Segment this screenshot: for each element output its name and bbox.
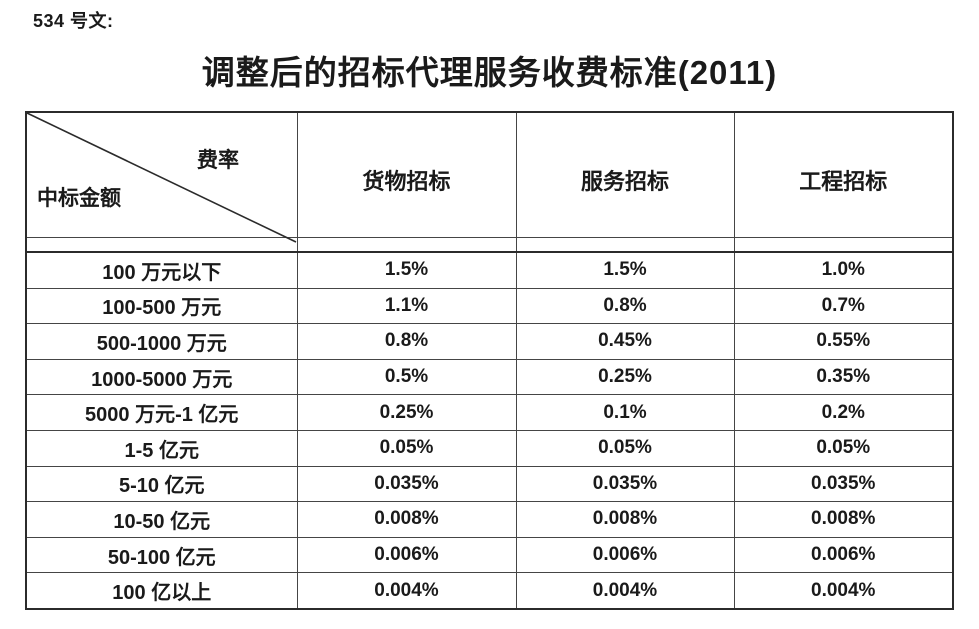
fee-value-cell: 0.5% bbox=[296, 358, 517, 396]
fee-value-cell: 0.035% bbox=[296, 465, 517, 503]
fee-value-cell: 1.5% bbox=[296, 251, 517, 289]
fee-value-cell: 0.35% bbox=[733, 358, 954, 396]
fee-value-cell: 0.25% bbox=[296, 394, 517, 431]
amount-range-cell: 10-50 亿元 bbox=[25, 501, 298, 538]
fee-value-cell: 0.004% bbox=[515, 572, 735, 610]
table-header-row: 货物招标 服务招标 工程招标 bbox=[25, 111, 954, 238]
column-header-goods-bidding: 货物招标 bbox=[296, 111, 517, 238]
column-header-works-bidding: 工程招标 bbox=[733, 111, 954, 238]
spacer-cell bbox=[515, 237, 735, 253]
table-row: 10-50 亿元 0.008% 0.008% 0.008% bbox=[25, 501, 954, 538]
fee-value-cell: 0.008% bbox=[296, 501, 517, 538]
fee-value-cell: 1.0% bbox=[733, 251, 954, 289]
fee-value-cell: 0.25% bbox=[515, 358, 735, 396]
amount-range-cell: 500-1000 万元 bbox=[25, 323, 298, 360]
fee-value-cell: 0.008% bbox=[733, 501, 954, 538]
table-row: 50-100 亿元 0.006% 0.006% 0.006% bbox=[25, 536, 954, 574]
column-header-service-bidding: 服务招标 bbox=[515, 111, 735, 238]
table-row: 5000 万元-1 亿元 0.25% 0.1% 0.2% bbox=[25, 394, 954, 431]
amount-range-cell: 1000-5000 万元 bbox=[25, 358, 298, 396]
fee-value-cell: 0.006% bbox=[515, 536, 735, 574]
fee-value-cell: 0.008% bbox=[515, 501, 735, 538]
fee-value-cell: 0.2% bbox=[733, 394, 954, 431]
table-row: 5-10 亿元 0.035% 0.035% 0.035% bbox=[25, 465, 954, 503]
fee-table-wrapper: 货物招标 服务招标 工程招标 100 万元以下 1.5% 1.5% 1.0% bbox=[25, 111, 954, 610]
page-title: 调整后的招标代理服务收费标准(2011) bbox=[201, 54, 778, 91]
amount-range-cell: 5-10 亿元 bbox=[25, 465, 298, 503]
table-row: 100-500 万元 1.1% 0.8% 0.7% bbox=[25, 287, 954, 325]
fee-value-cell: 0.05% bbox=[733, 429, 954, 467]
spacer-cell bbox=[733, 237, 954, 253]
fee-value-cell: 0.006% bbox=[296, 536, 517, 574]
table-row: 1-5 亿元 0.05% 0.05% 0.05% bbox=[25, 429, 954, 467]
spacer-cell bbox=[25, 237, 298, 253]
amount-range-cell: 1-5 亿元 bbox=[25, 429, 298, 467]
fee-value-cell: 1.5% bbox=[515, 251, 735, 289]
corner-header-cell bbox=[25, 111, 298, 238]
table-row: 500-1000 万元 0.8% 0.45% 0.55% bbox=[25, 323, 954, 360]
doc-number-label: 534 号文: bbox=[33, 11, 114, 31]
fee-value-cell: 0.035% bbox=[733, 465, 954, 503]
amount-range-cell: 50-100 亿元 bbox=[25, 536, 298, 574]
fee-value-cell: 0.035% bbox=[515, 465, 735, 503]
fee-value-cell: 0.006% bbox=[733, 536, 954, 574]
fee-value-cell: 0.1% bbox=[515, 394, 735, 431]
table-row: 100 亿以上 0.004% 0.004% 0.004% bbox=[25, 572, 954, 610]
corner-label-bid-amount: 中标金额 bbox=[37, 186, 121, 210]
fee-table: 货物招标 服务招标 工程招标 100 万元以下 1.5% 1.5% 1.0% bbox=[25, 111, 954, 610]
fee-value-cell: 1.1% bbox=[296, 287, 517, 325]
fee-value-cell: 0.004% bbox=[296, 572, 517, 610]
amount-range-cell: 100-500 万元 bbox=[25, 287, 298, 325]
fee-value-cell: 0.7% bbox=[733, 287, 954, 325]
corner-label-fee-rate: 费率 bbox=[197, 148, 239, 172]
fee-value-cell: 0.8% bbox=[515, 287, 735, 325]
fee-value-cell: 0.05% bbox=[515, 429, 735, 467]
fee-value-cell: 0.55% bbox=[733, 323, 954, 360]
fee-value-cell: 0.004% bbox=[733, 572, 954, 610]
fee-value-cell: 0.45% bbox=[515, 323, 735, 360]
spacer-cell bbox=[296, 237, 517, 253]
header-spacer-row bbox=[25, 237, 954, 253]
fee-value-cell: 0.05% bbox=[296, 429, 517, 467]
table-row: 1000-5000 万元 0.5% 0.25% 0.35% bbox=[25, 358, 954, 396]
table-row: 100 万元以下 1.5% 1.5% 1.0% bbox=[25, 251, 954, 289]
amount-range-cell: 5000 万元-1 亿元 bbox=[25, 394, 298, 431]
amount-range-cell: 100 万元以下 bbox=[25, 251, 298, 289]
fee-value-cell: 0.8% bbox=[296, 323, 517, 360]
amount-range-cell: 100 亿以上 bbox=[25, 572, 298, 610]
